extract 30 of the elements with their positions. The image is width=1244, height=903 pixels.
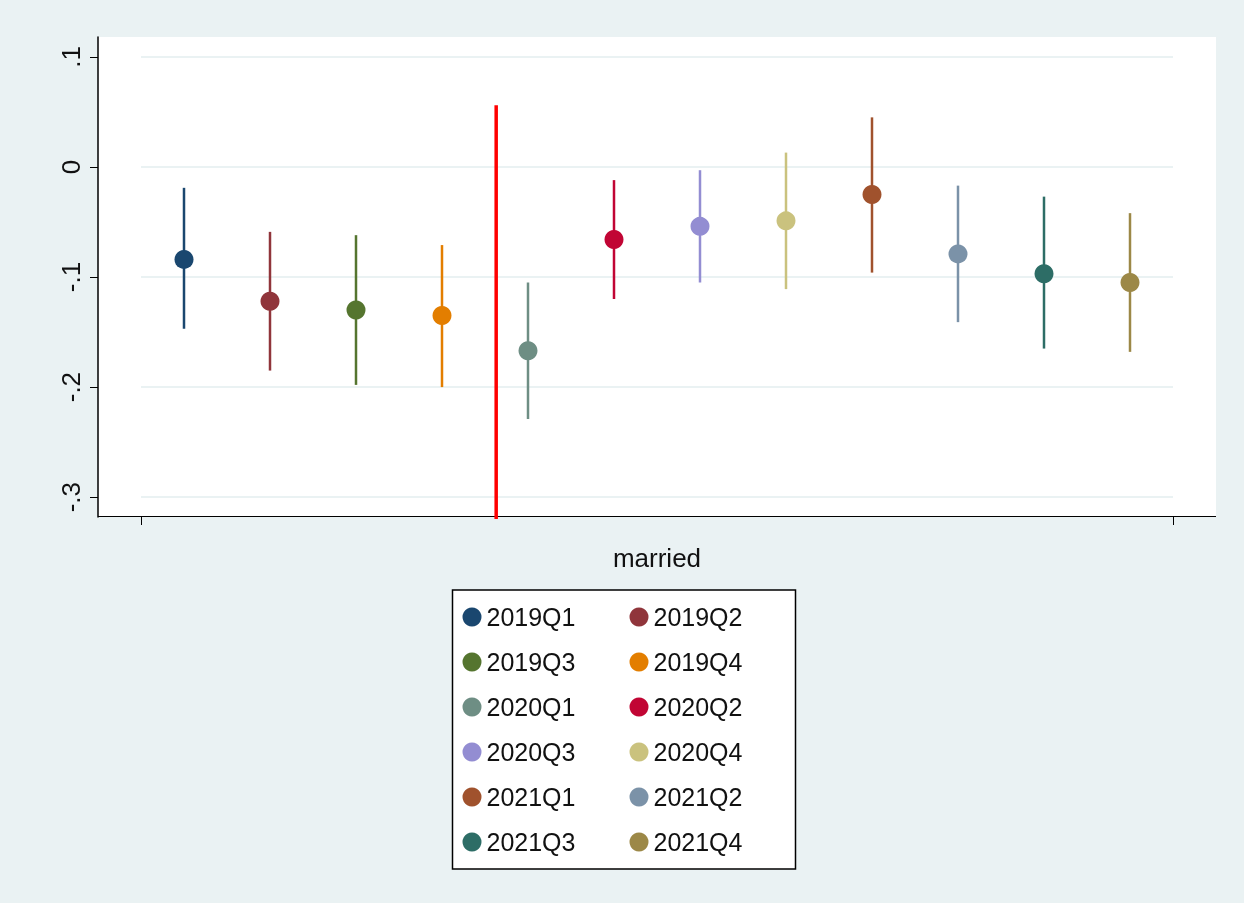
legend-label: 2019Q2: [653, 603, 743, 631]
legend-label: 2019Q3: [486, 648, 576, 676]
y-tick-label: 0: [56, 159, 86, 175]
legend-label: 2019Q4: [653, 648, 743, 676]
point: [604, 230, 624, 250]
point: [518, 341, 538, 361]
x-axis-title: married: [612, 543, 702, 573]
legend-label: 2020Q1: [486, 693, 576, 721]
legend-label: 2021Q2: [653, 783, 743, 811]
point: [432, 306, 452, 326]
y-tick-label: -.2: [56, 371, 86, 403]
point: [260, 291, 280, 311]
y-tick-label: -.3: [56, 482, 86, 513]
y-tick-label: -.1: [56, 261, 86, 293]
point: [1034, 264, 1054, 284]
legend-label: 2020Q2: [653, 693, 743, 721]
point: [346, 300, 366, 320]
legend-label: 2021Q3: [486, 828, 576, 856]
legend-label: 2019Q1: [486, 603, 576, 631]
point: [862, 184, 882, 204]
legend-label: 2021Q1: [486, 783, 576, 811]
legend-label: 2021Q4: [653, 828, 743, 856]
legend-label: 2020Q3: [486, 738, 576, 766]
point: [776, 211, 796, 231]
point: [1120, 273, 1140, 292]
point: [948, 244, 968, 264]
y-tick-label: .1: [56, 45, 86, 68]
legend-label: 2020Q4: [653, 738, 743, 766]
point: [174, 249, 194, 269]
point: [690, 216, 710, 236]
